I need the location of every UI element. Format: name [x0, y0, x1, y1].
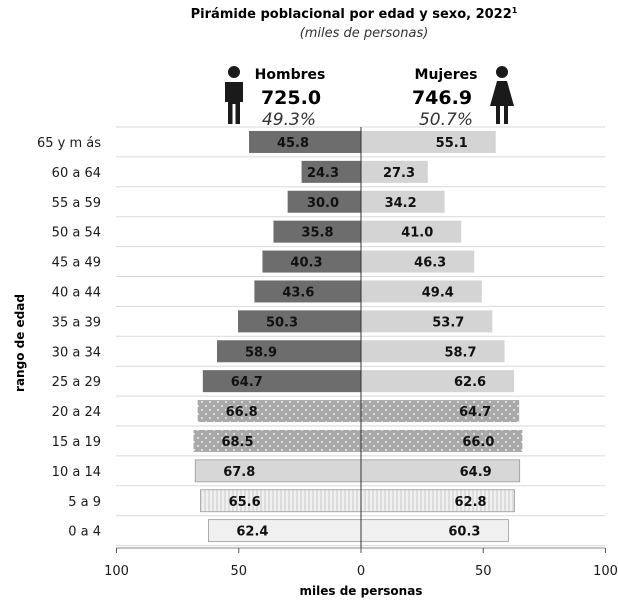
- bar-female: [361, 130, 496, 153]
- bar-male: [273, 220, 361, 243]
- data-label-male: 58.9: [245, 345, 277, 360]
- category-label: 0 a 4: [68, 525, 101, 540]
- data-label-male: 50.3: [266, 315, 298, 330]
- bar-female: [361, 370, 515, 393]
- data-label-female: 62.8: [455, 495, 487, 510]
- male-header-label: Hombres: [255, 67, 326, 83]
- bar-female: [361, 400, 520, 423]
- data-label-female: 55.1: [436, 136, 468, 151]
- data-label-male: 24.3: [307, 166, 339, 181]
- category-label: 45 a 49: [52, 256, 101, 271]
- bar-female: [361, 220, 462, 243]
- category-label: 60 a 64: [52, 166, 101, 181]
- male-person-icon: [225, 66, 243, 124]
- category-label: 5 a 9: [68, 495, 101, 510]
- bar-male: [238, 310, 361, 333]
- data-label-male: 30.0: [307, 196, 339, 211]
- bar-female: [361, 250, 475, 273]
- chart-title: Pirámide poblacional por edad y sexo, 20…: [191, 6, 518, 22]
- category-label: 10 a 14: [52, 465, 101, 480]
- category-label: 30 a 34: [52, 345, 101, 360]
- data-label-female: 27.3: [383, 166, 415, 181]
- male-total: 725.0: [261, 87, 321, 109]
- bar-male: [197, 400, 361, 423]
- category-label: 50 a 54: [52, 226, 101, 241]
- data-label-male: 68.5: [221, 435, 253, 450]
- bar-male: [216, 340, 361, 363]
- chart-subtitle: (miles de personas): [300, 26, 429, 41]
- bar-female: [361, 160, 428, 183]
- bar-female: [361, 190, 445, 213]
- bar-female: [360, 459, 521, 483]
- data-label-female: 53.7: [432, 315, 464, 330]
- category-label: 25 a 29: [52, 375, 101, 390]
- bar-male: [249, 130, 361, 153]
- data-label-male: 65.6: [229, 495, 261, 510]
- female-person-icon: [490, 66, 514, 124]
- bar-female: [361, 310, 493, 333]
- data-label-female: 46.3: [414, 256, 446, 271]
- data-label-female: 62.6: [454, 375, 486, 390]
- bar-male: [262, 250, 361, 273]
- data-label-male: 45.8: [277, 136, 309, 151]
- category-label: 35 a 39: [52, 315, 101, 330]
- data-label-female: 60.3: [448, 525, 480, 540]
- data-label-female: 64.9: [460, 465, 492, 480]
- data-label-male: 67.8: [223, 465, 255, 480]
- data-label-male: 43.6: [282, 285, 314, 300]
- bar-female: [361, 340, 505, 363]
- bar-male: [202, 370, 361, 393]
- x-tick-label: 0: [357, 564, 365, 579]
- bar-female: [360, 519, 509, 543]
- bar-female: [361, 429, 523, 452]
- title-superscript: 1: [512, 6, 518, 15]
- data-label-female: 66.0: [462, 435, 494, 450]
- category-label: 20 a 24: [52, 405, 101, 420]
- data-labels: 45.8 55.1 24.3 27.3 30.0 34.2 35.8 41.0 40.3 46.3…: [221, 136, 494, 540]
- category-labels: 65 y m ás 60 a 64 55 a 59 50 a 54 45 a 49 40 …: [37, 136, 101, 540]
- data-label-female: 49.4: [422, 285, 454, 300]
- y-axis-title: rango de edad: [13, 294, 27, 392]
- category-label: 55 a 59: [52, 196, 101, 211]
- data-label-female: 58.7: [444, 345, 476, 360]
- data-label-female: 34.2: [385, 196, 417, 211]
- data-label-female: 64.7: [459, 405, 491, 420]
- category-label: 40 a 44: [52, 285, 101, 300]
- bar-male: [193, 429, 361, 452]
- bar-male: [301, 160, 361, 183]
- data-label-male: 40.3: [290, 256, 322, 271]
- female-header-label: Mujeres: [415, 67, 478, 83]
- bar-male: [287, 190, 361, 213]
- female-total: 746.9: [412, 87, 472, 109]
- x-axis-title: miles de personas: [300, 584, 423, 598]
- data-label-male: 35.8: [301, 226, 333, 241]
- data-label-female: 41.0: [401, 226, 433, 241]
- female-percent: 50.7%: [419, 110, 473, 130]
- category-label: 15 a 19: [52, 435, 101, 450]
- bar-male: [254, 280, 361, 303]
- x-tick-label: 50: [475, 564, 492, 579]
- bar-male: [200, 489, 362, 513]
- x-tick-labels: 100 50 0 50 100: [104, 548, 618, 579]
- bar-male: [208, 519, 362, 543]
- data-label-male: 64.7: [231, 375, 263, 390]
- data-label-male: 62.4: [236, 525, 268, 540]
- bar-male: [194, 459, 362, 483]
- x-tick-label: 100: [104, 564, 129, 579]
- bar-female: [361, 280, 482, 303]
- category-label: 65 y m ás: [37, 136, 101, 151]
- data-label-male: 66.8: [226, 405, 258, 420]
- bar-female: [360, 489, 515, 513]
- male-percent: 49.3%: [262, 110, 316, 130]
- x-tick-label: 100: [593, 564, 618, 579]
- x-tick-label: 50: [230, 564, 247, 579]
- bars: [193, 130, 523, 543]
